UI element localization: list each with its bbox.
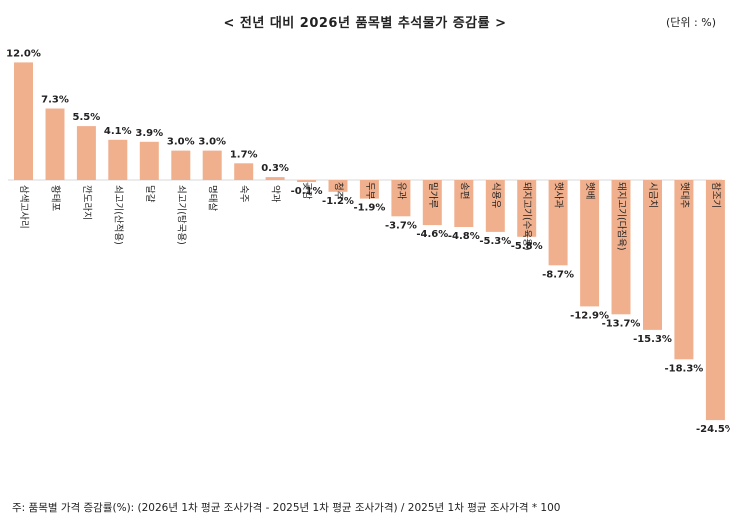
category-label-12: 유과 [395, 182, 406, 200]
category-label-9: 곶감 [301, 182, 313, 200]
bar-9 [297, 180, 317, 182]
bar-21 [674, 180, 694, 360]
category-label-2: 깐도라지 [81, 185, 92, 220]
value-label-11: -1.9% [353, 203, 385, 214]
bar-22 [705, 180, 725, 421]
bar-1 [45, 108, 65, 180]
category-label-13: 밀가루 [427, 182, 439, 208]
bar-15 [485, 180, 505, 232]
category-label-0: 삼색고사리 [18, 185, 29, 229]
bar-17 [548, 180, 568, 266]
category-label-6: 명태살 [207, 185, 218, 211]
value-label-17: -8.7% [542, 269, 574, 280]
bar-5 [171, 150, 191, 180]
category-label-1: 황태포 [50, 185, 61, 211]
bar-14 [454, 180, 474, 227]
value-label-8: 0.3% [261, 163, 289, 174]
category-label-18: 햇배 [584, 182, 596, 199]
value-label-12: -3.7% [385, 220, 417, 231]
value-label-7: 1.7% [230, 149, 258, 160]
category-label-20: 시금치 [647, 182, 659, 208]
bar-10 [328, 180, 348, 192]
bar-0 [14, 62, 33, 180]
value-label-10: -1.2% [322, 196, 354, 207]
value-label-18: -12.9% [570, 310, 609, 321]
bar-7 [234, 163, 254, 180]
value-label-21: -18.3% [664, 363, 703, 374]
value-label-22: -24.5% [696, 424, 730, 435]
bar-6 [202, 150, 222, 180]
value-label-13: -4.6% [416, 229, 448, 240]
bar-8 [265, 177, 285, 180]
category-label-5: 쇠고기(탕국용) [175, 185, 186, 245]
value-label-4: 3.9% [135, 128, 163, 139]
category-label-8: 약과 [270, 185, 282, 203]
value-label-15: -5.3% [479, 236, 511, 247]
category-label-21: 햇대추 [678, 182, 690, 208]
footnote: 주: 품목별 가격 증감률(%): (2026년 1차 평균 조사가격 - 20… [12, 502, 561, 514]
bar-13 [422, 180, 442, 226]
category-label-3: 쇠고기(산적용) [112, 185, 124, 245]
bar-18 [580, 180, 600, 307]
value-label-3: 4.1% [104, 126, 132, 137]
bar-20 [643, 180, 662, 330]
value-label-5: 3.0% [167, 137, 195, 148]
value-label-9: -0.1% [291, 186, 323, 197]
category-label-11: 두부 [364, 182, 375, 200]
bar-12 [391, 180, 411, 217]
bar-chart: 12.0% 삼색고사리 7.3% 황태포 5.5% 깐도라지 4.1% 쇠고기(산적용) 3.9… [6, 48, 730, 435]
category-label-10: 청주 [333, 182, 344, 200]
category-label-7: 숙주 [238, 185, 249, 203]
bar-3 [108, 139, 128, 180]
value-label-14: -4.8% [448, 231, 480, 242]
value-label-2: 5.5% [73, 112, 101, 123]
bar-19 [611, 180, 631, 315]
chart-title: < 전년 대비 2026년 품목별 추석물가 증감률 > [223, 16, 507, 31]
category-label-16: 돼지고기(수육용) [521, 182, 532, 251]
value-label-20: -15.3% [633, 334, 672, 345]
value-label-6: 3.0% [198, 137, 226, 148]
category-label-4: 달걀 [144, 185, 156, 203]
value-label-19: -13.7% [602, 318, 641, 329]
unit-label: (단위 : %) [666, 16, 716, 29]
value-label-1: 7.3% [41, 95, 69, 106]
value-label-0: 12.0% [6, 48, 41, 59]
category-label-17: 햇사과 [553, 182, 565, 208]
bar-16 [517, 180, 537, 237]
category-label-14: 송편 [458, 182, 470, 199]
category-label-22: 참조기 [710, 182, 721, 208]
bar-2 [76, 126, 96, 180]
value-label-16: -5.8% [511, 241, 543, 252]
bar-4 [139, 141, 159, 180]
category-label-15: 식용유 [490, 182, 501, 208]
category-label-19: 돼지고기(다짐육) [616, 182, 627, 251]
bar-11 [359, 180, 379, 199]
